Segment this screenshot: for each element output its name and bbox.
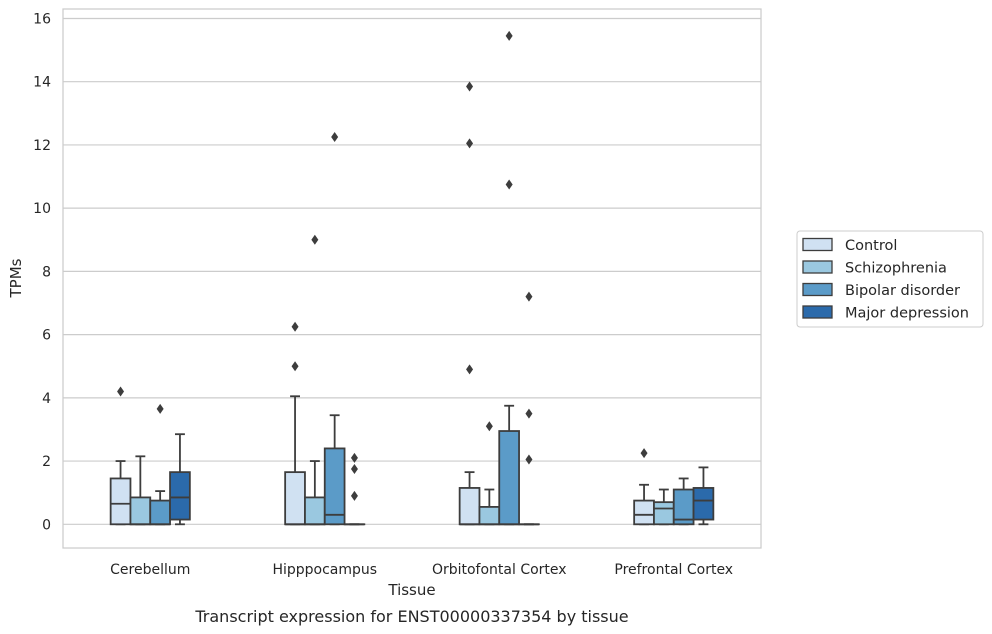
legend-frame bbox=[796, 230, 984, 328]
box-body bbox=[458, 487, 481, 526]
legend-label: Schizophrenia bbox=[845, 261, 947, 277]
y-tick-label: 12 bbox=[33, 138, 51, 154]
boxes bbox=[109, 30, 715, 526]
outlier-point bbox=[505, 179, 513, 190]
box-body bbox=[109, 477, 132, 526]
box-2-0 bbox=[458, 81, 481, 526]
box-2-3 bbox=[518, 291, 540, 526]
box-body bbox=[633, 499, 655, 526]
outlier-point bbox=[117, 386, 125, 397]
x-tick-label: Cerebellum bbox=[110, 562, 190, 578]
outlier-point bbox=[466, 364, 474, 375]
y-tick-label: 2 bbox=[42, 454, 51, 470]
box-2-2 bbox=[498, 30, 520, 526]
outlier-point bbox=[466, 81, 474, 92]
plot-background bbox=[63, 9, 761, 548]
outlier-point bbox=[640, 448, 648, 459]
box-3-3 bbox=[692, 466, 715, 526]
box-body bbox=[692, 487, 715, 521]
outlier-point bbox=[505, 30, 513, 41]
y-tick-labels: 0 2 4 6 8 10 12 14 16 bbox=[33, 11, 51, 533]
outlier-point bbox=[466, 138, 474, 149]
box-body bbox=[149, 499, 171, 526]
box-body bbox=[284, 471, 306, 526]
x-tick-label: Orbitofontal Cortex bbox=[432, 562, 567, 578]
box-2-1 bbox=[478, 421, 501, 526]
legend-swatch bbox=[802, 305, 833, 319]
chart-caption: Transcript expression for ENST0000033735… bbox=[194, 607, 628, 626]
legend-label: Control bbox=[845, 238, 897, 254]
legend-swatch bbox=[802, 237, 833, 252]
legend-label: Major depression bbox=[845, 306, 969, 322]
box-0-3 bbox=[169, 433, 191, 526]
box-0-2 bbox=[149, 403, 171, 526]
outlier-point bbox=[291, 361, 299, 372]
outlier-point bbox=[156, 403, 164, 414]
legend-swatch bbox=[802, 282, 833, 297]
box-body bbox=[323, 447, 346, 526]
outlier-point bbox=[525, 291, 533, 302]
box-body bbox=[478, 506, 501, 526]
legend: Control Schizophrenia Bipolar disorder Majo… bbox=[796, 230, 984, 328]
box-0-0 bbox=[109, 386, 132, 526]
box-3-2 bbox=[672, 477, 695, 526]
box-body bbox=[129, 496, 152, 526]
outlier-point bbox=[350, 452, 358, 463]
y-tick-label: 4 bbox=[42, 391, 51, 407]
y-tick-label: 10 bbox=[33, 201, 51, 217]
outlier-point bbox=[350, 490, 358, 501]
x-axis-title: Tissue bbox=[387, 581, 435, 599]
outlier-point bbox=[311, 234, 319, 245]
y-axis-title: TPMs bbox=[7, 258, 25, 298]
y-tick-label: 8 bbox=[42, 264, 51, 280]
box-1-2 bbox=[323, 132, 346, 526]
plot-frame bbox=[62, 8, 762, 549]
box-body bbox=[304, 496, 326, 526]
y-tick-label: 16 bbox=[33, 11, 51, 27]
outlier-point bbox=[525, 408, 533, 419]
box-1-1 bbox=[304, 234, 326, 526]
y-tick-label: 6 bbox=[42, 328, 51, 344]
y-tick-label: 14 bbox=[33, 75, 51, 91]
box-body bbox=[653, 501, 675, 526]
box-body bbox=[498, 430, 520, 526]
box-body bbox=[169, 471, 191, 521]
outlier-point bbox=[525, 454, 533, 465]
outlier-point bbox=[485, 421, 493, 432]
x-tick-label: Hipppocampus bbox=[272, 562, 377, 578]
y-tick-label: 0 bbox=[42, 517, 51, 533]
legend-swatch bbox=[802, 260, 833, 274]
x-tick-labels: Cerebellum Hipppocampus Orbitofontal Corte… bbox=[110, 562, 733, 578]
outlier-point bbox=[291, 321, 299, 332]
x-tick-label: Prefrontal Cortex bbox=[614, 562, 733, 578]
box-1-3 bbox=[343, 452, 366, 526]
outlier-point bbox=[331, 132, 339, 143]
outlier-point bbox=[350, 463, 358, 474]
legend-label: Bipolar disorder bbox=[845, 283, 960, 299]
